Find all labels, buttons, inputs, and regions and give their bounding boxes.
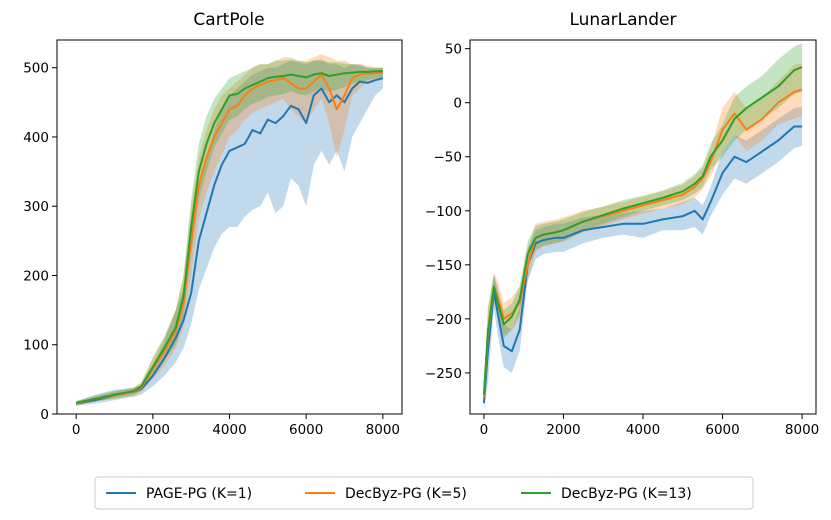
- cartpole-y-tick-label: 0: [40, 407, 49, 423]
- cartpole-y-tick-label: 100: [23, 338, 49, 354]
- lunarlander-band-2: [483, 43, 803, 404]
- cartpole-x-tick-label: 4000: [212, 422, 246, 438]
- lunarlander-ticks: 0 2000 4000 6000 8000 −250 −200 −150 −100 −50 0 50: [425, 42, 819, 438]
- cartpole-line-2: [75, 70, 383, 404]
- lunarlander-y-tick-label: −200: [425, 312, 462, 328]
- cartpole-axes-frame: [56, 39, 403, 415]
- lunarlander-title: LunarLander: [569, 10, 676, 30]
- lunarlander-x-tick-label: 6000: [705, 422, 739, 438]
- lunarlander-y-tick-label: −250: [425, 366, 462, 382]
- lunarlander-x-tick-label: 2000: [546, 422, 580, 438]
- lunarlander-axes-frame: [469, 39, 817, 415]
- lunarlander-band-1: [483, 63, 803, 406]
- lunarlander-line-2: [482, 66, 803, 395]
- lunarlander-y-tick-label: −100: [425, 204, 462, 220]
- lunarlander-y-tick-label: 50: [445, 42, 462, 58]
- cartpole-y-tick-label: 400: [23, 130, 49, 146]
- cartpole-y-tick-label: 200: [23, 268, 49, 284]
- cartpole-line-1: [75, 71, 383, 405]
- lunarlander-y-tick-label: −50: [434, 150, 463, 166]
- legend-label-2: DecByz-PG (K=13): [561, 486, 692, 502]
- legend-label-0: PAGE-PG (K=1): [146, 486, 252, 502]
- lunarlander-y-tick-label: −150: [425, 258, 462, 274]
- cartpole-x-tick-label: 2000: [136, 422, 170, 438]
- lunarlander-band-0: [483, 107, 803, 411]
- legend-box: [94, 476, 754, 510]
- lunarlander-x-tick-label: 4000: [626, 422, 660, 438]
- lunarlander-panel: LunarLander 0 2000 4000 6000 8000 −250 −200 −15…: [425, 10, 819, 438]
- cartpole-y-tick-label: 500: [23, 61, 49, 77]
- lunarlander-x-tick-label: 0: [480, 422, 489, 438]
- cartpole-ticks: 0 2000 4000 6000 8000 0 100 200 300 400 500: [23, 61, 400, 438]
- cartpole-band-0: [76, 59, 383, 406]
- cartpole-panel: CartPole 0 2000 4000 6000 8000 0 100 200 300 400 5…: [23, 10, 403, 438]
- lunarlander-x-tick-label: 8000: [785, 422, 819, 438]
- cartpole-lines: [75, 70, 384, 405]
- lunarlander-line-1: [482, 88, 803, 397]
- lunarlander-bands: [483, 43, 803, 411]
- legend-entries: PAGE-PG (K=1) DecByz-PG (K=5) DecByz-PG (K…: [106, 486, 692, 502]
- lunarlander-lines: [482, 66, 803, 404]
- cartpole-title: CartPole: [193, 10, 264, 30]
- legend-label-1: DecByz-PG (K=5): [345, 486, 467, 502]
- cartpole-x-tick-label: 6000: [289, 422, 323, 438]
- legend: PAGE-PG (K=1) DecByz-PG (K=5) DecByz-PG (K…: [94, 476, 754, 510]
- cartpole-x-tick-label: 0: [72, 422, 81, 438]
- cartpole-y-tick-label: 300: [23, 199, 49, 215]
- cartpole-x-tick-label: 8000: [366, 422, 400, 438]
- lunarlander-y-tick-label: 0: [453, 96, 462, 112]
- cartpole-line-0: [76, 77, 384, 405]
- lunarlander-line-0: [482, 125, 803, 404]
